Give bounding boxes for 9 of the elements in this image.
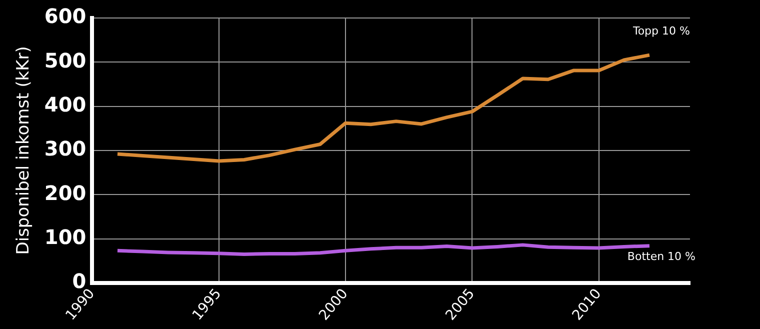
y-tick-label: 400 <box>44 92 86 117</box>
y-axis-title: Disponibel inkomst (kKr) <box>14 46 34 255</box>
series-label: Topp 10 % <box>632 24 690 38</box>
y-tick-label: 600 <box>44 4 86 28</box>
y-tick-label: 100 <box>44 224 86 249</box>
y-tick-label: 200 <box>44 180 86 205</box>
y-tick-label: 500 <box>44 48 86 72</box>
y-tick-label: 300 <box>44 136 86 161</box>
series-label: Botten 10 % <box>627 250 696 264</box>
